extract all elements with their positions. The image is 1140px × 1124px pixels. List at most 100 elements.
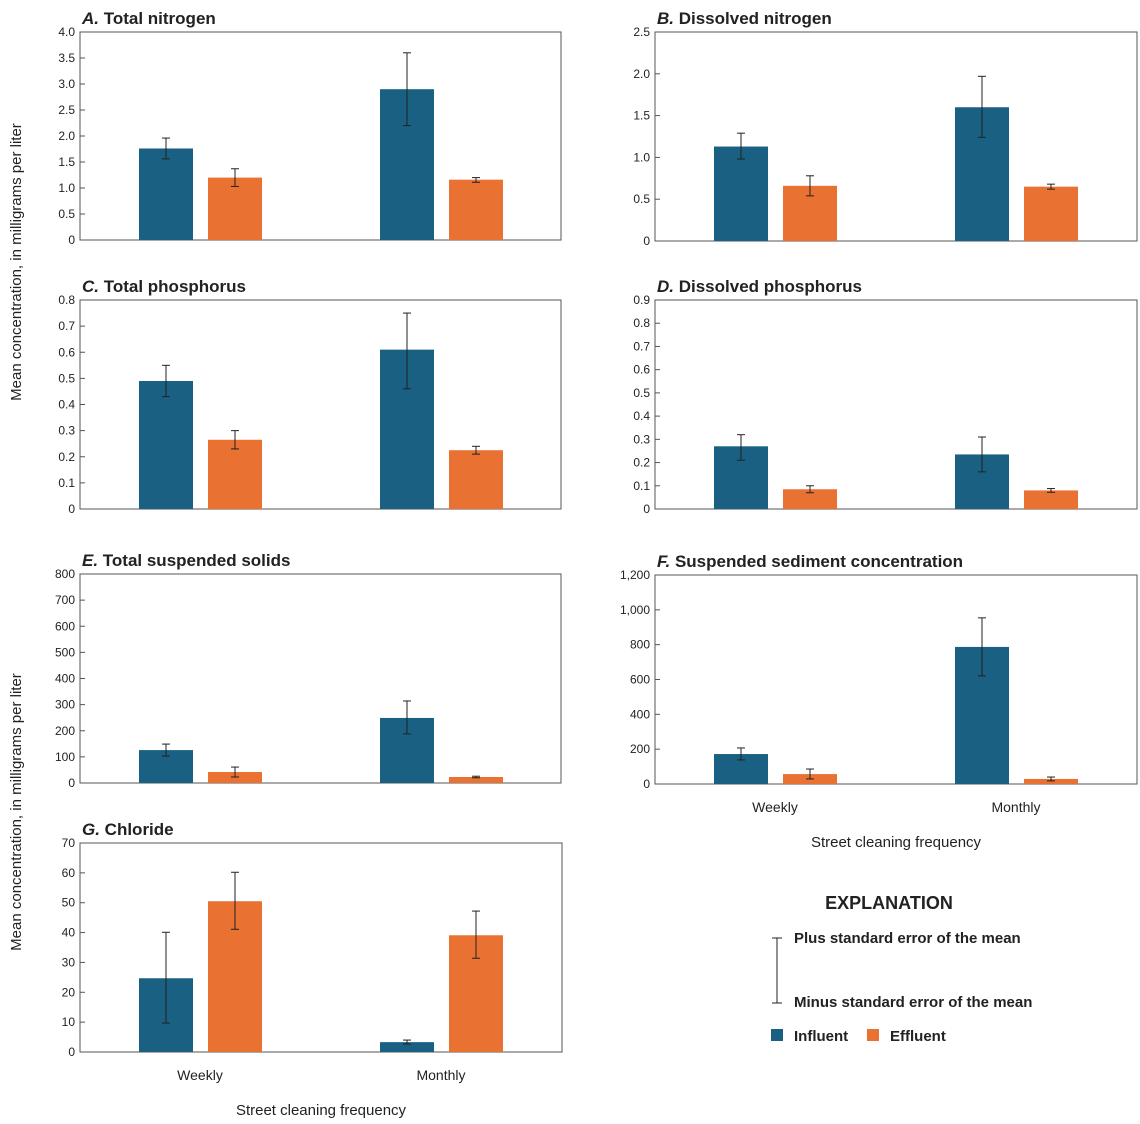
y-tick-label: 0.6	[58, 345, 75, 359]
panel-title: D. Dissolved phosphorus	[657, 277, 862, 296]
bar-effluent-weekly	[208, 177, 262, 240]
y-tick-label: 1,200	[620, 568, 650, 582]
panel-e: E. Total suspended solids 0 100 200 300 400 50…	[55, 551, 562, 790]
bar-effluent-monthly	[1024, 778, 1078, 784]
y-tick-label: 4.0	[58, 25, 75, 39]
panel-letter: B.	[657, 9, 674, 28]
y-tick-label: 1.0	[633, 150, 650, 164]
y-tick-label: 0	[643, 502, 650, 516]
y-tick-label: 0.8	[58, 293, 75, 307]
y-tick-label: 0.2	[633, 456, 650, 470]
y-tick-label: 0.1	[633, 479, 650, 493]
plot-frame	[654, 299, 1138, 510]
y-tick-label: 0.2	[58, 450, 75, 464]
plot-frame	[654, 574, 1138, 785]
y-tick-label: 0.3	[58, 424, 75, 438]
panel-f: F. Suspended sediment concentration 0 200 4…	[620, 552, 1138, 851]
legend-influent-label: Influent	[794, 1028, 848, 1045]
y-tick-label: 400	[630, 707, 650, 721]
panel-title: B. Dissolved nitrogen	[657, 9, 832, 28]
y-tick-label: 200	[55, 724, 75, 738]
bar-effluent-weekly	[783, 489, 837, 509]
y-tick-label: 0.4	[633, 409, 650, 423]
y-tick-label: 0	[68, 1045, 75, 1059]
legend-influent-swatch	[771, 1029, 783, 1041]
x-tick-label: Weekly	[752, 799, 798, 815]
panel-title: E. Total suspended solids	[82, 551, 290, 570]
y-tick-label: 3.0	[58, 77, 75, 91]
panel-b: B. Dissolved nitrogen 0 0.5 1.0 1.5 2.0 2.5	[633, 9, 1138, 248]
plot-frame	[79, 842, 563, 1053]
y-tick-label: 200	[630, 742, 650, 756]
y-tick-label: 600	[630, 673, 650, 687]
panel-a: A. Total nitrogen 0 0.5 1.0 1.5 2.0 2.5 3.0 3.5 4…	[58, 9, 562, 247]
panel-letter: F.	[657, 552, 670, 571]
panel-letter: C.	[82, 277, 99, 296]
panel-title-text: Chloride	[100, 820, 174, 839]
bar-influent-weekly	[139, 148, 193, 240]
y-tick-label: 0	[643, 234, 650, 248]
y-tick-label: 0	[68, 776, 75, 790]
y-tick-label: 0.7	[58, 319, 75, 333]
y-tick-label: 20	[62, 985, 76, 999]
legend-plus-se: Plus standard error of the mean	[794, 930, 1021, 947]
y-tick-label: 60	[62, 866, 76, 880]
panel-title: G. Chloride	[82, 820, 174, 839]
bar-effluent-monthly	[449, 776, 503, 783]
legend: EXPLANATION Plus standard error of the m…	[771, 893, 1032, 1045]
y-tick-label: 0	[68, 502, 75, 516]
y-tick-label: 0.5	[633, 192, 650, 206]
panel-letter: D.	[657, 277, 674, 296]
panel-title-text: Total phosphorus	[99, 277, 246, 296]
panel-title: A. Total nitrogen	[81, 9, 216, 28]
y-tick-label: 1.5	[58, 155, 75, 169]
x-axis-label: Street cleaning frequency	[236, 1102, 407, 1119]
y-tick-label: 2.0	[633, 67, 650, 81]
panel-letter: G.	[82, 820, 100, 839]
y-tick-label: 1.0	[58, 181, 75, 195]
plot-frame	[654, 31, 1138, 242]
y-tick-label: 0.6	[633, 363, 650, 377]
y-tick-label: 400	[55, 672, 75, 686]
bar-effluent-monthly	[449, 179, 503, 240]
y-tick-label: 3.5	[58, 51, 75, 65]
y-tick-label: 600	[55, 619, 75, 633]
y-tick-label: 0.8	[633, 316, 650, 330]
bar-effluent-weekly	[208, 772, 262, 783]
bar-effluent-monthly	[1024, 490, 1078, 509]
y-axis-label-bottom: Mean concentration, in milligrams per li…	[8, 673, 25, 951]
panel-title-text: Suspended sediment concentration	[670, 552, 963, 571]
y-tick-label: 2.5	[633, 25, 650, 39]
y-tick-label: 2.0	[58, 129, 75, 143]
bar-influent-monthly	[380, 1042, 434, 1052]
y-tick-label: 0.5	[58, 371, 75, 385]
x-tick-label: Monthly	[991, 799, 1040, 815]
y-tick-label: 0.4	[58, 398, 75, 412]
legend-title: EXPLANATION	[825, 893, 953, 913]
y-tick-label: 800	[55, 567, 75, 581]
panel-title-text: Dissolved nitrogen	[674, 9, 832, 28]
bar-effluent-monthly	[449, 450, 503, 509]
y-tick-label: 500	[55, 645, 75, 659]
panel-title: C. Total phosphorus	[82, 277, 246, 296]
panel-letter: A.	[81, 9, 99, 28]
y-tick-label: 0.1	[58, 476, 75, 490]
y-tick-label: 0	[68, 233, 75, 247]
y-tick-label: 800	[630, 638, 650, 652]
y-tick-label: 30	[62, 955, 76, 969]
panel-title: F. Suspended sediment concentration	[657, 552, 963, 571]
panel-title-text: Total suspended solids	[98, 551, 290, 570]
x-tick-label: Monthly	[416, 1067, 465, 1083]
panel-d: D. Dissolved phosphorus 0 0.1 0.2 0.3 0.4 0.5 0…	[633, 277, 1138, 516]
panel-title-text: Total nitrogen	[99, 9, 216, 28]
y-tick-label: 0.7	[633, 339, 650, 353]
bar-effluent-monthly	[1024, 186, 1078, 241]
bar-influent-weekly	[139, 380, 193, 509]
panel-c: C. Total phosphorus 0 0.1 0.2 0.3 0.4 0.5 0.6 0.…	[58, 277, 562, 516]
panel-g: G. Chloride 0 10 20 30 40 50 60 70 Weekly Monthly S…	[62, 820, 563, 1119]
x-tick-label: Weekly	[177, 1067, 223, 1083]
y-tick-label: 0.5	[58, 207, 75, 221]
y-tick-label: 2.5	[58, 103, 75, 117]
y-tick-label: 70	[62, 836, 76, 850]
